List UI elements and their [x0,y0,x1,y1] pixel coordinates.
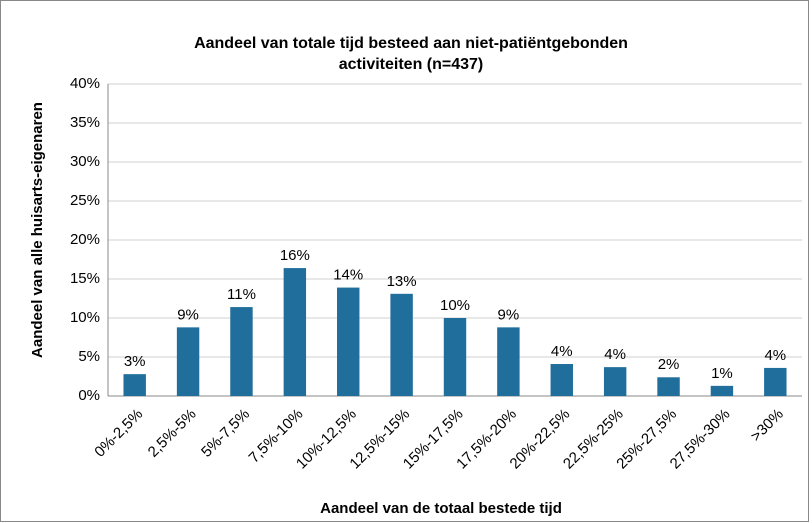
x-axis-title: Aandeel van de totaal bestede tijd [320,500,562,517]
y-tick-label: 30% [70,153,100,170]
y-tick-label: 5% [78,348,100,365]
y-axis-title: Aandeel van alle huisarts-eigenaren [29,102,46,358]
data-label: 11% [227,286,256,303]
y-tick-label: 10% [70,309,100,326]
y-tick-label: 0% [78,387,100,404]
data-label: 1% [711,365,733,382]
bar [390,293,413,396]
bar [230,307,253,396]
data-label: 9% [498,306,520,323]
data-label: 2% [658,356,680,373]
bar [550,364,573,396]
y-tick-label: 35% [70,114,100,131]
bar [657,377,680,396]
data-label: 13% [387,273,417,290]
bar [176,327,200,396]
data-label: 10% [440,297,470,314]
data-label: 4% [551,343,573,360]
y-tick-label: 15% [70,270,100,287]
chart-title: activiteiten (n=437) [339,56,484,73]
bar [497,327,520,396]
bar [764,367,787,396]
data-label: 4% [604,346,626,363]
bar [283,268,307,396]
y-tick-label: 20% [70,231,100,248]
y-tick-label: 25% [70,192,100,209]
chart-title: Aandeel van totale tijd besteed aan niet… [194,35,628,52]
bar [710,385,734,396]
bar [603,367,627,396]
data-label: 14% [333,267,363,284]
y-tick-label: 40% [70,75,100,92]
data-label: 3% [124,353,146,370]
bar [337,287,360,396]
bar [443,318,467,396]
data-label: 4% [764,347,786,364]
data-label: 16% [280,247,310,264]
data-label: 9% [177,306,199,323]
bar [123,374,146,396]
